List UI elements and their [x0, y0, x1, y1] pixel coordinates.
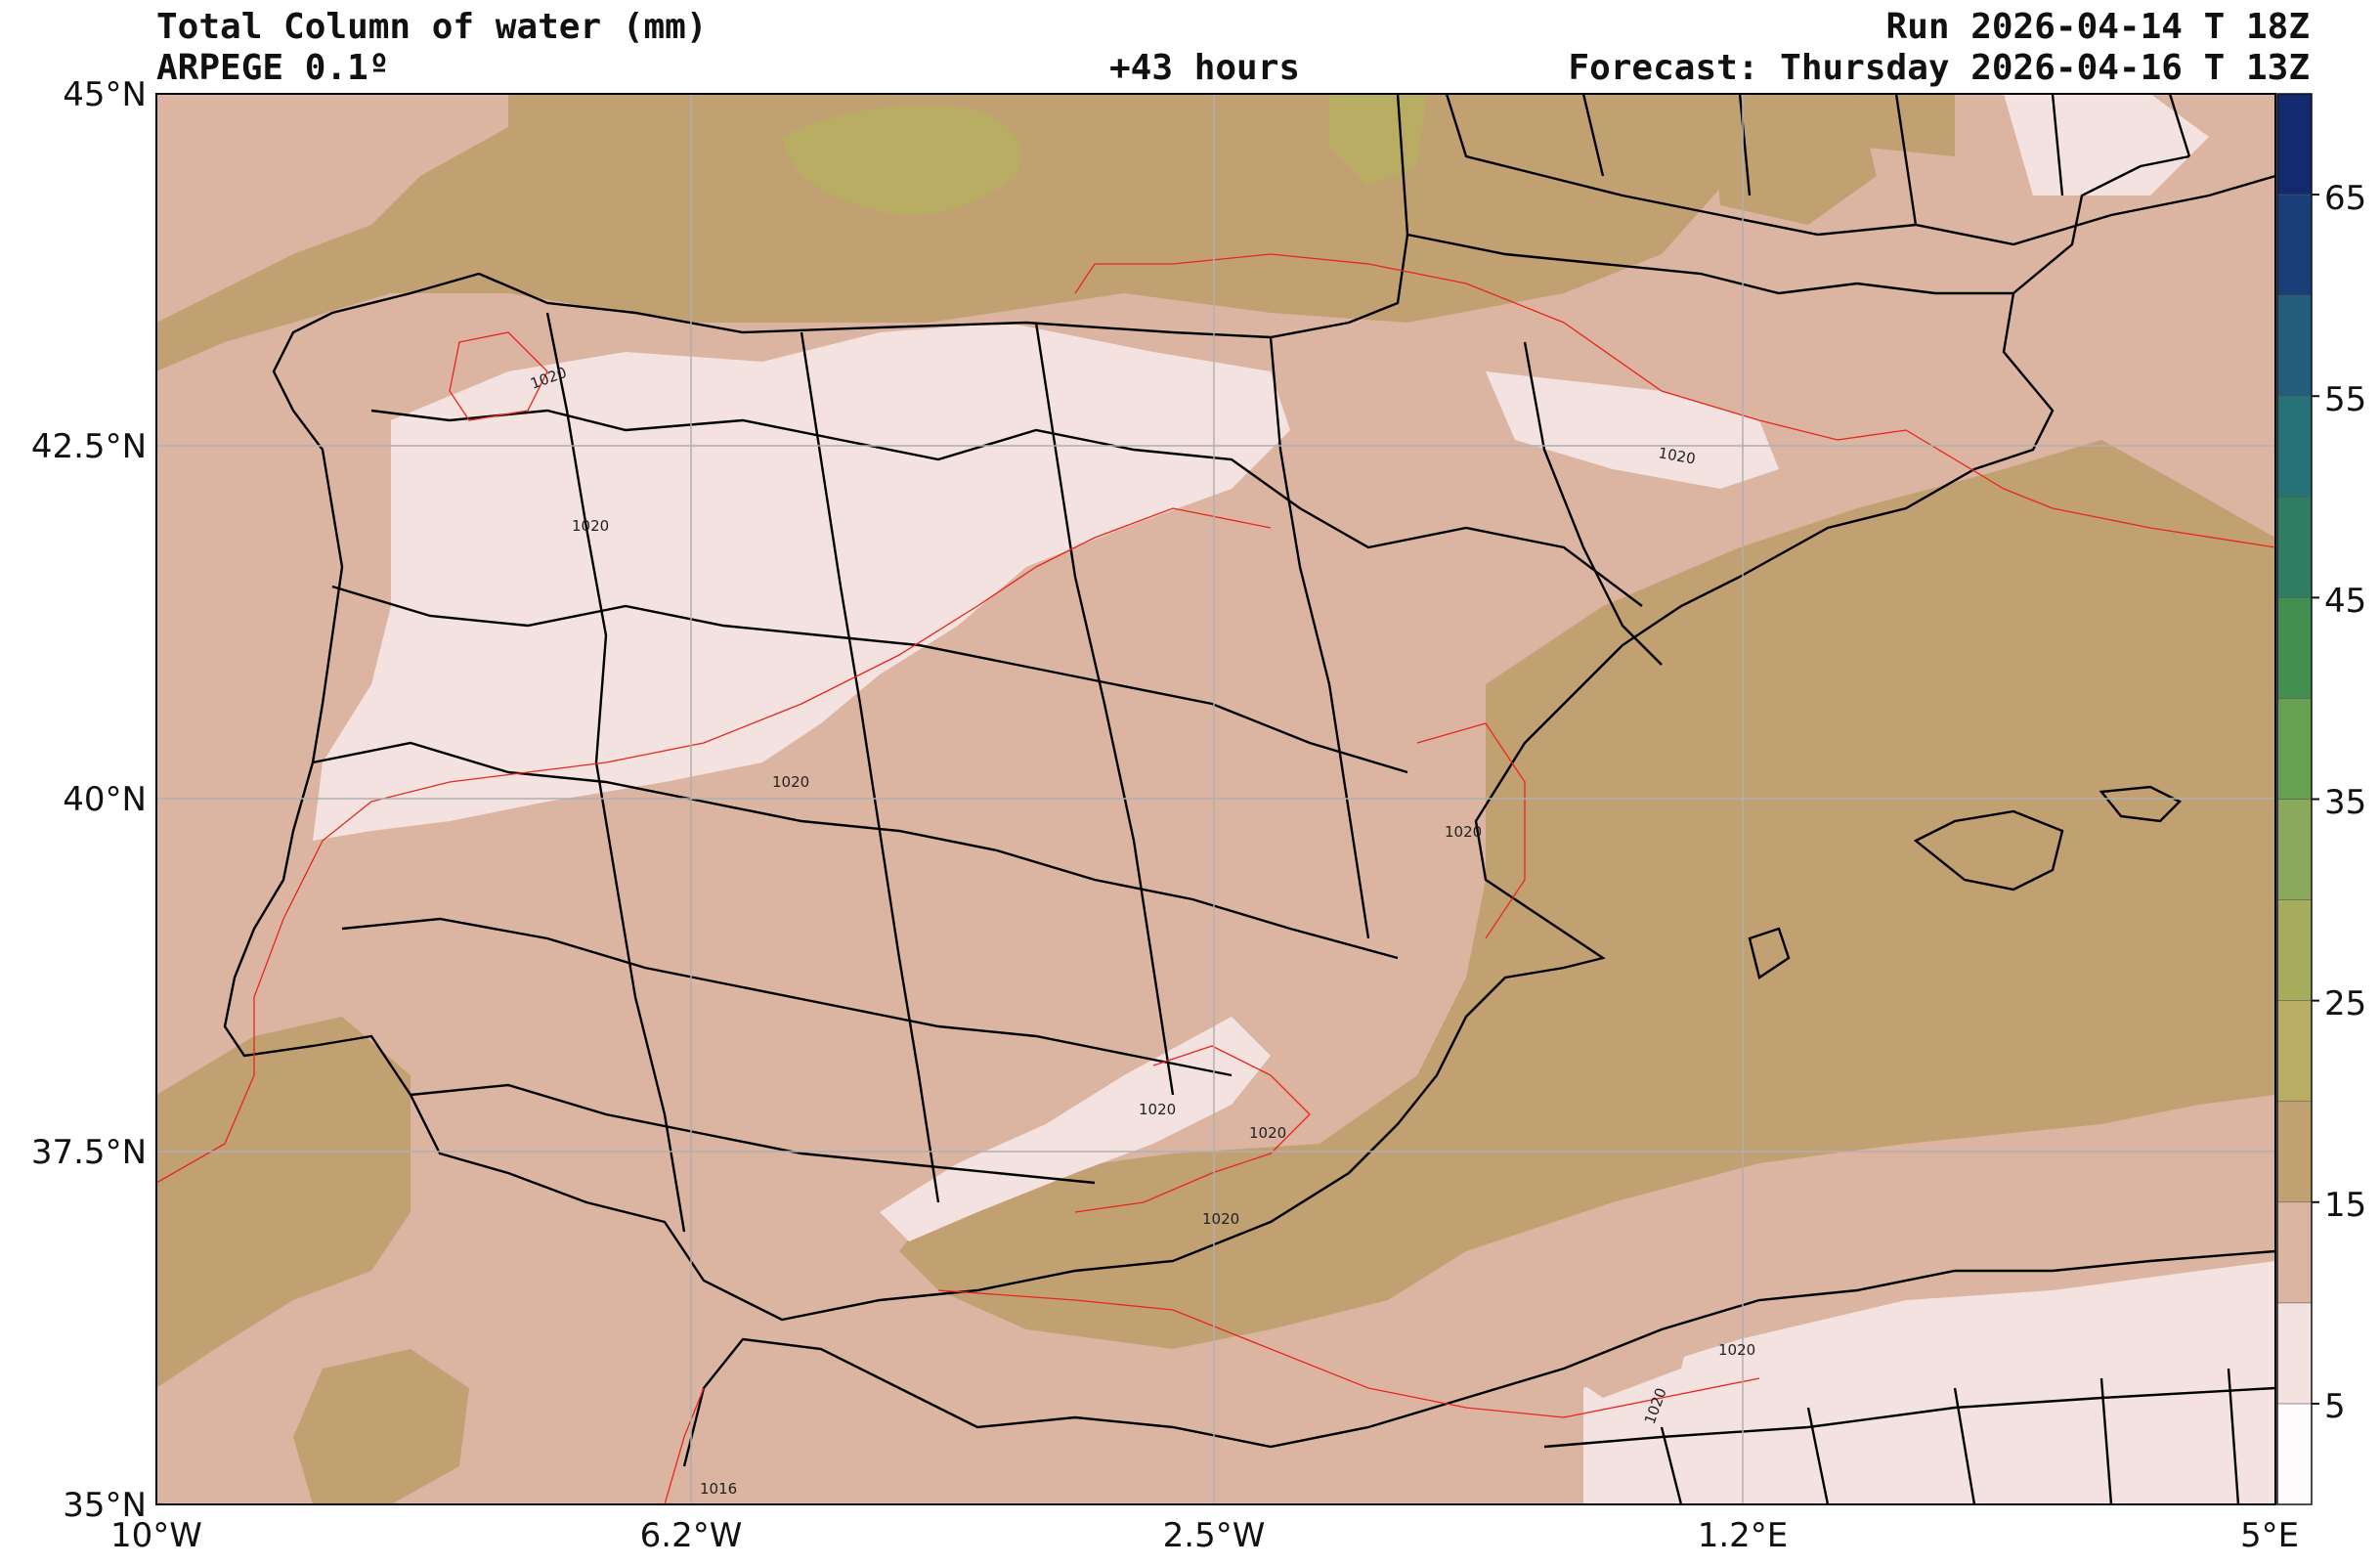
province-border-row-2 [331, 585, 1408, 774]
field-5-10-meseta [313, 323, 1290, 841]
lat-tick-label: 37.5°N [31, 1133, 147, 1172]
province-border-col-2 [800, 331, 940, 1203]
field-15-20-france [1710, 94, 1877, 225]
isobar-1020-south [937, 1289, 1760, 1418]
run-label: Run 2026-04-14 T 18Z [1885, 7, 2310, 47]
field-15-20-med [899, 440, 2275, 1349]
africa-region-borders [1660, 1368, 2240, 1504]
colorbar-segment [2276, 497, 2313, 598]
field-15-20-alboran-west [293, 1349, 469, 1504]
model-label: ARPEGE 0.1º [156, 48, 390, 88]
colorbar-segment [2276, 93, 2313, 196]
isobar-1020-galicia [449, 331, 548, 421]
lat-tick-label: 45°N [63, 75, 147, 114]
colorbar-segment [2276, 597, 2313, 699]
mallorca-island [1913, 809, 2064, 892]
lon-tick-label: 5°E [2240, 1516, 2299, 1555]
province-border-col-3 [1034, 322, 1175, 1096]
isobar-1020-west [156, 507, 1272, 1184]
colorbar-segment [2276, 698, 2313, 800]
lat-tick-label: 40°N [63, 780, 147, 819]
colorbar-tick-label: 25 [2324, 984, 2366, 1023]
isobar-label: 1020 [1445, 823, 1482, 841]
colorbar-segment [2276, 395, 2313, 498]
map-title: Total Column of water (mm) [156, 7, 708, 47]
province-border-row-5 [410, 1083, 1096, 1185]
colorbar-tick-label: 15 [2324, 1186, 2366, 1225]
isobar-label: 1020 [1139, 1101, 1176, 1118]
colorbar-tick-label: 5 [2324, 1387, 2346, 1426]
lon-axis: 10°W 6.2°W 2.5°W 1.2°E 5°E [110, 1516, 2299, 1555]
isobar-label: 1020 [1249, 1124, 1286, 1142]
france-regions-border [1445, 94, 2275, 246]
north-coastline [478, 94, 1409, 339]
iberia-coastline [223, 154, 2190, 1322]
colorbar-segment [2276, 1201, 2313, 1304]
forecast-label: Forecast: Thursday 2026-04-16 T 13Z [1568, 48, 2310, 88]
africa-inland-border [1543, 1386, 2275, 1449]
province-border-col-5 [1523, 341, 1663, 666]
field-15-20-cadiz [156, 1017, 411, 1388]
isobar-label: 1016 [700, 1480, 737, 1498]
map-frame [155, 93, 2276, 1505]
colorbar-segment [2276, 294, 2313, 397]
menorca-island [2099, 785, 2183, 823]
colorbar-segment [2276, 1403, 2313, 1505]
field-20-25-biscay [782, 106, 1021, 215]
lat-tick-label: 42.5°N [31, 427, 147, 466]
colorbar [2276, 93, 2319, 1505]
lon-tick-label: 1.2°E [1698, 1516, 1789, 1555]
lon-tick-label: 2.5°W [1163, 1516, 1266, 1555]
lat-axis: 45°N 42.5°N 40°N 37.5°N 35°N [31, 75, 147, 1525]
isobar-label: 1020 [1202, 1210, 1239, 1228]
colorbar-segment [2276, 194, 2313, 296]
colorbar-tick-label: 45 [2324, 582, 2366, 621]
lon-tick-label: 6.2°W [640, 1516, 743, 1555]
colorbar-segment [2276, 799, 2313, 900]
pyrenees-border [1406, 233, 2013, 295]
isobar-label: 1020 [1718, 1341, 1755, 1359]
ibiza-island [1748, 927, 1791, 979]
borders [223, 94, 2275, 1504]
colorbar-tick-label: 35 [2324, 783, 2366, 822]
france-dept-borders [1581, 94, 2191, 226]
isobar-label: 1020 [572, 517, 609, 535]
isobar-label: 1020 [772, 773, 809, 791]
isobar-1020-north [1074, 253, 2275, 548]
province-border-col-1 [545, 312, 686, 1233]
lead-time-label: +43 hours [1109, 48, 1301, 88]
colorbar-segment [2276, 899, 2313, 1001]
graticule [156, 94, 2275, 1504]
colorbar-tick-label: 65 [2324, 179, 2366, 218]
isobar-1016 [664, 1387, 705, 1504]
field-5-10-andalusia [880, 1017, 1271, 1241]
province-border-col-4 [1269, 336, 1370, 939]
isobar-1020-murcia [1074, 1045, 1311, 1213]
lon-tick-label: 10°W [110, 1516, 202, 1555]
field-atlantic-band [156, 94, 508, 323]
province-border-row-1 [370, 409, 1643, 607]
north-africa-coastline [682, 1249, 2275, 1467]
colorbar-labels: 5 15 25 35 45 55 65 [2324, 179, 2366, 1426]
isobar-1020-valencia [1416, 722, 1526, 939]
field-15-20-north [156, 94, 1955, 371]
isobars [156, 253, 2275, 1504]
province-border-row-4 [341, 917, 1233, 1077]
lat-tick-label: 35°N [63, 1486, 147, 1525]
province-border-row-3 [312, 741, 1399, 960]
colorbar-segment [2276, 1302, 2313, 1405]
colorbar-segment [2276, 1000, 2313, 1102]
field-5-10-ebro [1486, 371, 1779, 489]
colorbar-frame [2276, 93, 2313, 1505]
field-5-10-algeria [1583, 1261, 2275, 1504]
colorbar-tick-label: 55 [2324, 380, 2366, 419]
colorbar-segment [2276, 1101, 2313, 1203]
